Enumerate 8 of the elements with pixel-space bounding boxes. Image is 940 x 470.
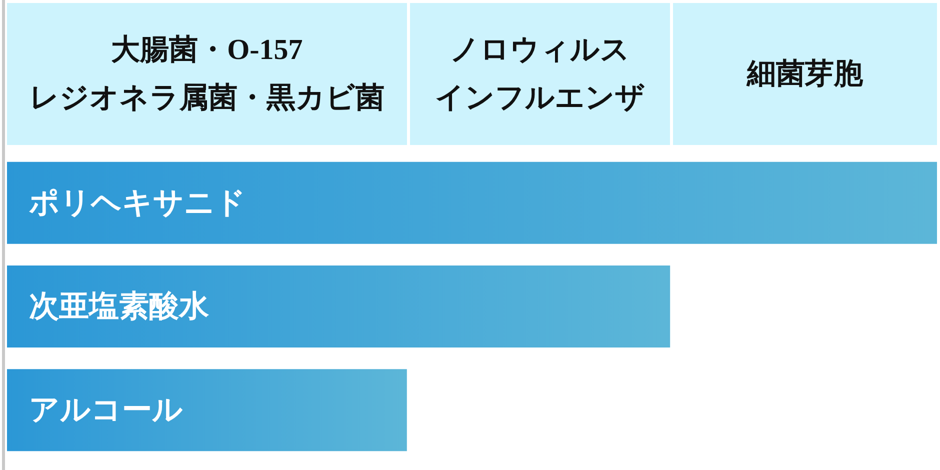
text: インフルエンザ [434, 82, 645, 114]
text: 大腸菌・O-157 [111, 34, 303, 66]
text: 細菌芽胞 [747, 58, 864, 90]
y-tick-label: ポリヘキサニド [29, 186, 246, 220]
text: ノロウィルス [450, 34, 630, 66]
y-tick-label: アルコール [29, 394, 183, 427]
y-tick-label: 次亜塩素酸水 [29, 290, 210, 323]
text: レジオネラ属菌・黒カビ菌 [29, 82, 384, 114]
